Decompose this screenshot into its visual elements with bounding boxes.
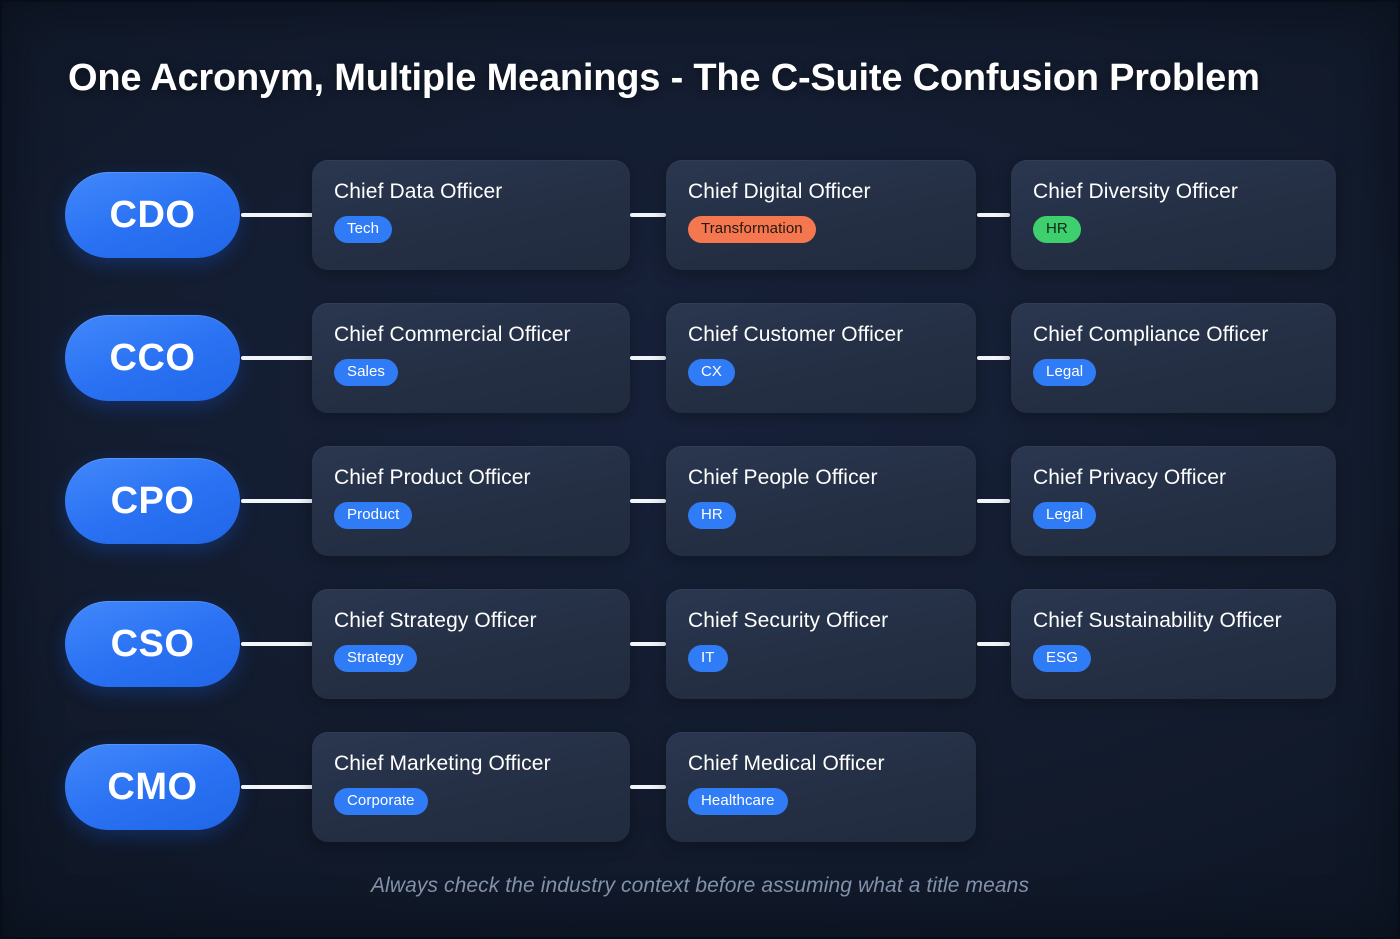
connector-line (977, 356, 1010, 360)
acronym-row: CMO Chief Marketing Officer Corporate Chief… (0, 732, 1400, 875)
role-card[interactable]: Chief Diversity Officer HR (1011, 160, 1336, 270)
role-card[interactable]: Chief Product Officer Product (312, 446, 630, 556)
role-title: Chief Customer Officer (688, 323, 904, 346)
industry-tag[interactable]: Legal (1033, 502, 1097, 529)
role-title: Chief Commercial Officer (334, 323, 571, 346)
industry-tag[interactable]: ESG (1033, 645, 1091, 672)
industry-tag[interactable]: Sales (334, 359, 399, 386)
role-title: Chief Privacy Officer (1033, 466, 1227, 489)
role-title: Chief Security Officer (688, 609, 889, 632)
role-card[interactable]: Chief Digital Officer Transformation (666, 160, 976, 270)
role-title: Chief Medical Officer (688, 752, 885, 775)
industry-tag[interactable]: HR (688, 502, 736, 529)
role-card[interactable]: Chief Privacy Officer Legal (1011, 446, 1336, 556)
role-title: Chief Digital Officer (688, 180, 871, 203)
role-title: Chief Compliance Officer (1033, 323, 1269, 346)
acronym-row: CCO Chief Commercial Officer Sales Chief Cu… (0, 303, 1400, 446)
connector-line (241, 213, 313, 217)
role-title: Chief Product Officer (334, 466, 531, 489)
role-title: Chief People Officer (688, 466, 878, 489)
acronym-row: CDO Chief Data Officer Tech Chief Digital O… (0, 160, 1400, 303)
industry-tag[interactable]: HR (1033, 216, 1081, 243)
role-card[interactable]: Chief Customer Officer CX (666, 303, 976, 413)
role-card[interactable]: Chief Medical Officer Healthcare (666, 732, 976, 842)
industry-tag[interactable]: Tech (334, 216, 393, 243)
page-title: One Acronym, Multiple Meanings - The C-S… (68, 57, 1260, 99)
role-card[interactable]: Chief Compliance Officer Legal (1011, 303, 1336, 413)
connector-line (241, 642, 313, 646)
acronym-rows: CDO Chief Data Officer Tech Chief Digital O… (0, 160, 1400, 875)
industry-tag[interactable]: Product (334, 502, 413, 529)
footer-note: Always check the industry context before… (370, 874, 1030, 897)
acronym-pill-cmo[interactable]: CMO (65, 744, 240, 830)
connector-line (630, 213, 666, 217)
connector-line (630, 356, 666, 360)
role-card[interactable]: Chief Commercial Officer Sales (312, 303, 630, 413)
acronym-pill-cpo[interactable]: CPO (65, 458, 240, 544)
acronym-pill-cdo[interactable]: CDO (65, 172, 240, 258)
role-card[interactable]: Chief Security Officer IT (666, 589, 976, 699)
industry-tag[interactable]: Strategy (334, 645, 417, 672)
acronym-row: CPO Chief Product Officer Product Chief Peo… (0, 446, 1400, 589)
connector-line (630, 499, 666, 503)
role-card[interactable]: Chief People Officer HR (666, 446, 976, 556)
connector-line (630, 642, 666, 646)
acronym-row: CSO Chief Strategy Officer Strategy Chief S… (0, 589, 1400, 732)
industry-tag[interactable]: Transformation (688, 216, 816, 243)
role-card[interactable]: Chief Data Officer Tech (312, 160, 630, 270)
connector-line (977, 499, 1010, 503)
industry-tag[interactable]: Corporate (334, 788, 428, 815)
role-title: Chief Strategy Officer (334, 609, 537, 632)
industry-tag[interactable]: Legal (1033, 359, 1097, 386)
industry-tag[interactable]: IT (688, 645, 728, 672)
role-title: Chief Sustainability Officer (1033, 609, 1282, 632)
connector-line (977, 213, 1010, 217)
role-title: Chief Data Officer (334, 180, 503, 203)
connector-line (241, 499, 313, 503)
acronym-pill-cso[interactable]: CSO (65, 601, 240, 687)
connector-line (241, 356, 313, 360)
role-card[interactable]: Chief Marketing Officer Corporate (312, 732, 630, 842)
role-title: Chief Marketing Officer (334, 752, 551, 775)
role-title: Chief Diversity Officer (1033, 180, 1238, 203)
acronym-pill-cco[interactable]: CCO (65, 315, 240, 401)
industry-tag[interactable]: CX (688, 359, 736, 386)
connector-line (630, 785, 666, 789)
connector-line (977, 642, 1010, 646)
industry-tag[interactable]: Healthcare (688, 788, 788, 815)
role-card[interactable]: Chief Sustainability Officer ESG (1011, 589, 1336, 699)
connector-line (241, 785, 313, 789)
role-card[interactable]: Chief Strategy Officer Strategy (312, 589, 630, 699)
